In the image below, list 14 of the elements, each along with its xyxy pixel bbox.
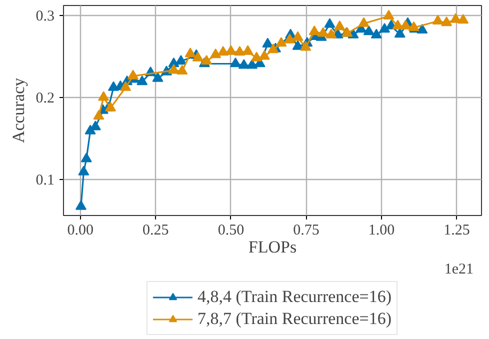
text: 1e21 bbox=[444, 262, 474, 278]
legend-label: 7,8,7 (Train Recurrence=16) bbox=[197, 309, 392, 329]
y-tick-label: 0.2 bbox=[36, 90, 54, 106]
x-tick-label: 1.00 bbox=[368, 222, 395, 238]
legend-label: 4,8,4 (Train Recurrence=16) bbox=[197, 287, 392, 307]
y-tick-label: 0.1 bbox=[36, 172, 54, 188]
x-tick-label: 0.75 bbox=[293, 222, 320, 238]
y-axis-title: Accuracy bbox=[8, 77, 28, 144]
y-tick-label: 0.3 bbox=[36, 8, 54, 24]
x-tick-label: 0.25 bbox=[142, 222, 169, 238]
x-tick-label: 0.00 bbox=[67, 222, 94, 238]
x-tick-label: 1.25 bbox=[444, 222, 470, 238]
x-axis-title: FLOPs bbox=[248, 238, 297, 256]
x-tick-label: 0.50 bbox=[218, 222, 244, 238]
